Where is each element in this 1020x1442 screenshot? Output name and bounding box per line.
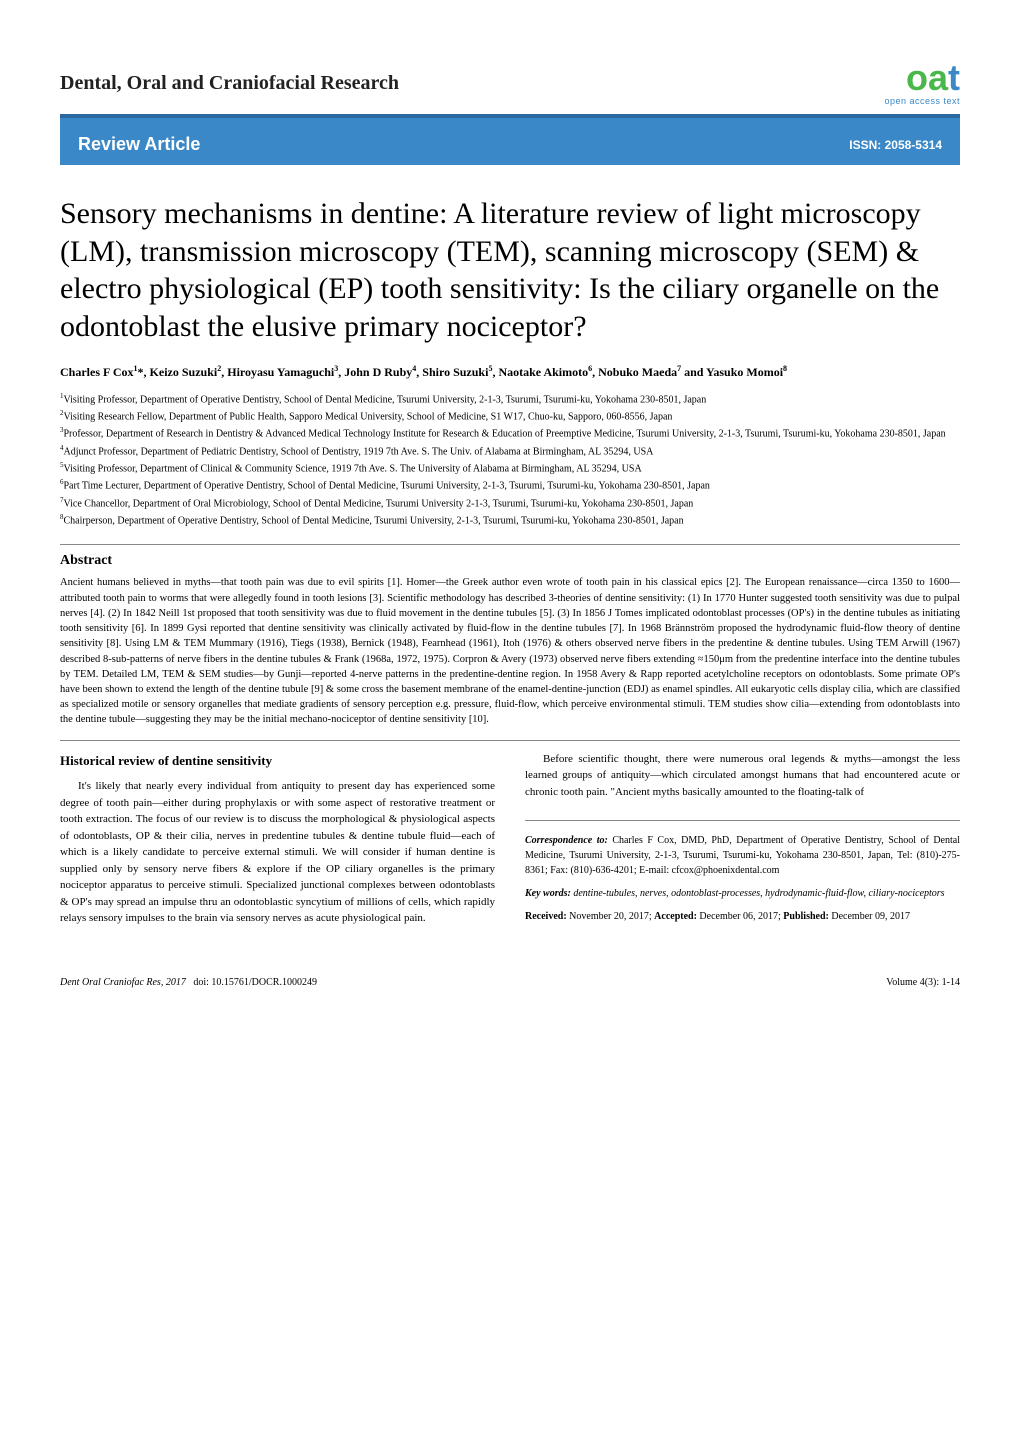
- issn: ISSN: 2058-5314: [849, 138, 942, 152]
- publisher-logo: oat open access text: [884, 60, 960, 106]
- article-title: Sensory mechanisms in dentine: A literat…: [60, 195, 960, 345]
- article-type: Review Article: [78, 134, 200, 155]
- abstract-heading: Abstract: [60, 553, 960, 569]
- affiliation-line: 7Vice Chancellor, Department of Oral Mic…: [60, 495, 960, 511]
- footer-right: Volume 4(3): 1-14: [886, 977, 960, 988]
- body-paragraph: Before scientific thought, there were nu…: [525, 751, 960, 801]
- abstract-body: Ancient humans believed in myths—that to…: [60, 575, 960, 727]
- affiliations-block: 1Visiting Professor, Department of Opera…: [60, 391, 960, 529]
- affiliation-line: 8Chairperson, Department of Operative De…: [60, 512, 960, 528]
- left-column: Historical review of dentine sensitivity…: [60, 751, 495, 937]
- logo-subtext: open access text: [884, 96, 960, 106]
- two-column-body: Historical review of dentine sensitivity…: [60, 751, 960, 937]
- journal-name: Dental, Oral and Craniofacial Research: [60, 72, 399, 95]
- correspondence-line: Correspondence to: Charles F Cox, DMD, P…: [525, 833, 960, 878]
- affiliation-line: 1Visiting Professor, Department of Opera…: [60, 391, 960, 407]
- right-column: Before scientific thought, there were nu…: [525, 751, 960, 937]
- body-paragraph: It's likely that nearly every individual…: [60, 778, 495, 927]
- logo-text: oat: [906, 60, 960, 96]
- page-footer: Dent Oral Craniofac Res, 2017 doi: 10.15…: [60, 977, 960, 988]
- divider: [60, 740, 960, 741]
- article-type-banner: Review Article ISSN: 2058-5314: [60, 118, 960, 165]
- dates-line: Received: November 20, 2017; Accepted: D…: [525, 909, 960, 924]
- correspondence-block: Correspondence to: Charles F Cox, DMD, P…: [525, 820, 960, 924]
- divider: [60, 544, 960, 545]
- header-row: Dental, Oral and Craniofacial Research o…: [60, 60, 960, 106]
- footer-left: Dent Oral Craniofac Res, 2017 doi: 10.15…: [60, 977, 317, 988]
- authors-line: Charles F Cox1*, Keizo Suzuki2, Hiroyasu…: [60, 363, 960, 381]
- divider: [525, 820, 960, 821]
- affiliation-line: 4Adjunct Professor, Department of Pediat…: [60, 443, 960, 459]
- section-heading: Historical review of dentine sensitivity: [60, 751, 495, 771]
- affiliation-line: 2Visiting Research Fellow, Department of…: [60, 408, 960, 424]
- affiliation-line: 3Professor, Department of Research in De…: [60, 425, 960, 441]
- keywords-line: Key words: dentine-tubules, nerves, odon…: [525, 886, 960, 901]
- affiliation-line: 6Part Time Lecturer, Department of Opera…: [60, 477, 960, 493]
- affiliation-line: 5Visiting Professor, Department of Clini…: [60, 460, 960, 476]
